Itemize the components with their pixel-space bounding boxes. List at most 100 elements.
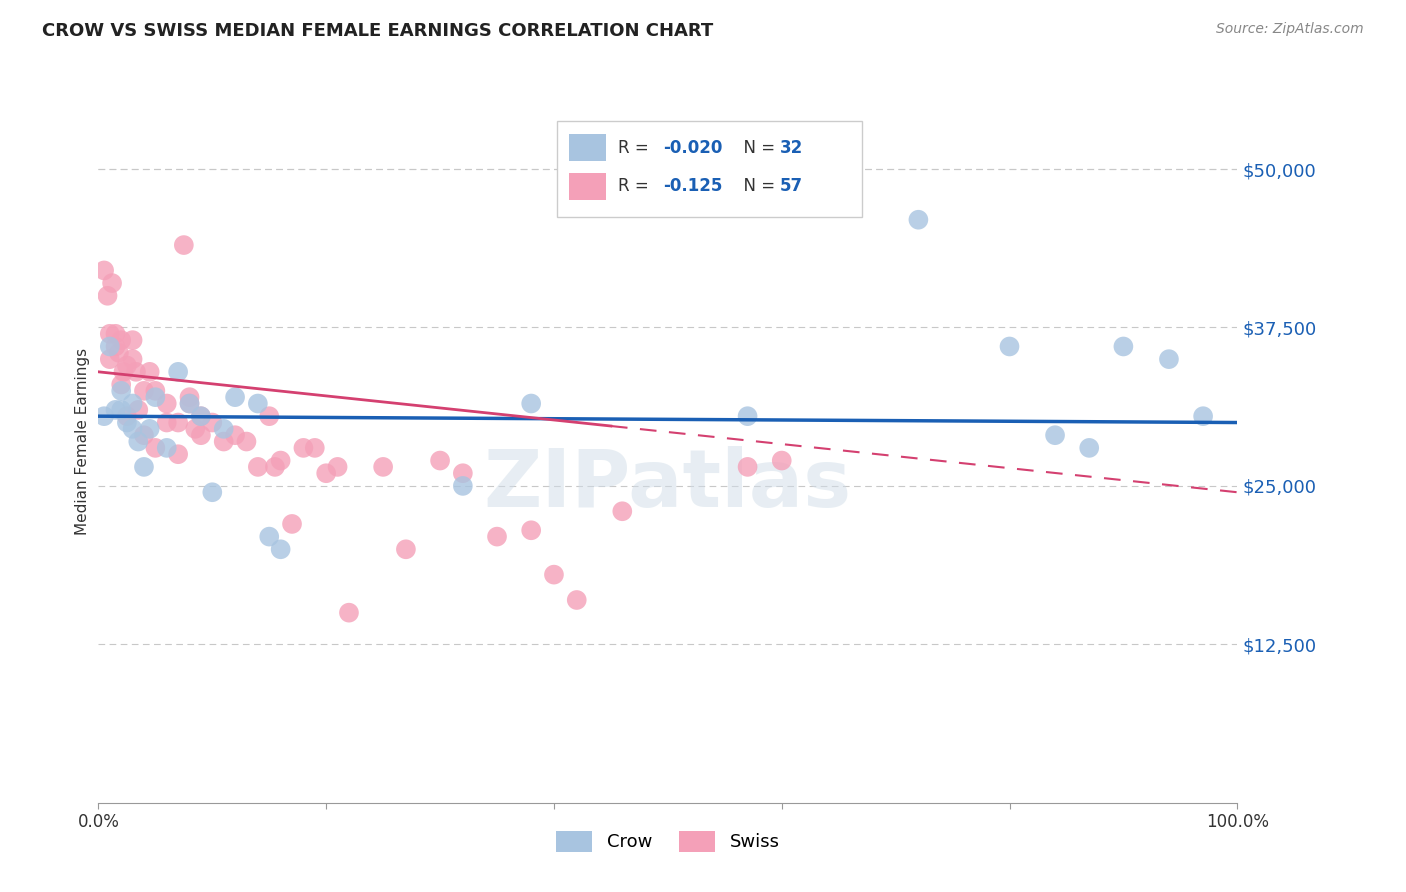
Y-axis label: Median Female Earnings: Median Female Earnings [75, 348, 90, 535]
Point [259, 530, 281, 544]
Point [1078, 441, 1101, 455]
Point [101, 276, 124, 290]
Point [190, 428, 212, 442]
Point [132, 428, 155, 442]
Point [395, 542, 418, 557]
Point [104, 339, 127, 353]
Point [264, 459, 287, 474]
Point [565, 593, 588, 607]
Point [998, 339, 1021, 353]
Point [292, 441, 315, 455]
Point [167, 447, 190, 461]
Point [212, 434, 235, 449]
Point [96, 289, 118, 303]
Point [371, 459, 394, 474]
Point [173, 238, 195, 252]
Point [179, 396, 201, 410]
Point [612, 504, 634, 518]
Point [156, 416, 179, 430]
Point [132, 459, 155, 474]
Point [337, 606, 360, 620]
Text: R =: R = [619, 138, 654, 157]
Point [1043, 428, 1066, 442]
Point [224, 428, 246, 442]
Point [224, 390, 246, 404]
Point [104, 402, 127, 417]
Point [145, 441, 167, 455]
Point [1192, 409, 1215, 424]
Point [167, 416, 190, 430]
Point [737, 409, 759, 424]
Point [520, 523, 543, 537]
Point [127, 434, 149, 449]
Point [127, 402, 149, 417]
Point [270, 453, 292, 467]
Point [304, 441, 326, 455]
Point [907, 212, 929, 227]
Point [179, 390, 201, 404]
Text: R =: R = [619, 178, 654, 195]
Text: N =: N = [734, 178, 780, 195]
Point [1157, 352, 1180, 367]
Text: Source: ZipAtlas.com: Source: ZipAtlas.com [1216, 22, 1364, 37]
Point [145, 384, 167, 398]
Point [259, 409, 281, 424]
Point [121, 333, 143, 347]
Text: N =: N = [734, 138, 780, 157]
Point [115, 416, 138, 430]
Point [110, 333, 132, 347]
Point [108, 346, 131, 360]
Text: CROW VS SWISS MEDIAN FEMALE EARNINGS CORRELATION CHART: CROW VS SWISS MEDIAN FEMALE EARNINGS COR… [42, 22, 713, 40]
Point [543, 567, 565, 582]
Point [112, 365, 135, 379]
Point [451, 467, 474, 481]
Point [326, 459, 349, 474]
Point [315, 467, 337, 481]
Point [138, 365, 160, 379]
Point [451, 479, 474, 493]
Point [110, 377, 132, 392]
Point [145, 390, 167, 404]
Point [93, 263, 115, 277]
Point [121, 422, 143, 436]
Point [190, 409, 212, 424]
Point [184, 422, 207, 436]
Text: ZIPatlas: ZIPatlas [484, 446, 852, 524]
Point [93, 409, 115, 424]
Point [167, 365, 190, 379]
Point [115, 359, 138, 373]
Point [125, 365, 148, 379]
Point [98, 352, 121, 367]
Point [737, 459, 759, 474]
Point [98, 339, 121, 353]
Point [179, 396, 201, 410]
Point [520, 396, 543, 410]
Point [212, 422, 235, 436]
Legend: Crow, Swiss: Crow, Swiss [548, 823, 787, 859]
Point [270, 542, 292, 557]
Point [1112, 339, 1135, 353]
Point [201, 416, 224, 430]
Point [429, 453, 451, 467]
Point [138, 422, 160, 436]
Point [132, 384, 155, 398]
Point [190, 409, 212, 424]
Point [235, 434, 257, 449]
Point [201, 485, 224, 500]
Text: 57: 57 [780, 178, 803, 195]
Point [770, 453, 793, 467]
Point [121, 396, 143, 410]
Point [246, 396, 269, 410]
Point [98, 326, 121, 341]
Point [486, 530, 509, 544]
Text: -0.125: -0.125 [664, 178, 723, 195]
Text: 32: 32 [780, 138, 803, 157]
Point [115, 409, 138, 424]
Point [121, 352, 143, 367]
Point [246, 459, 269, 474]
Text: -0.020: -0.020 [664, 138, 723, 157]
Point [281, 516, 304, 531]
Point [156, 396, 179, 410]
Point [104, 326, 127, 341]
Point [156, 441, 179, 455]
